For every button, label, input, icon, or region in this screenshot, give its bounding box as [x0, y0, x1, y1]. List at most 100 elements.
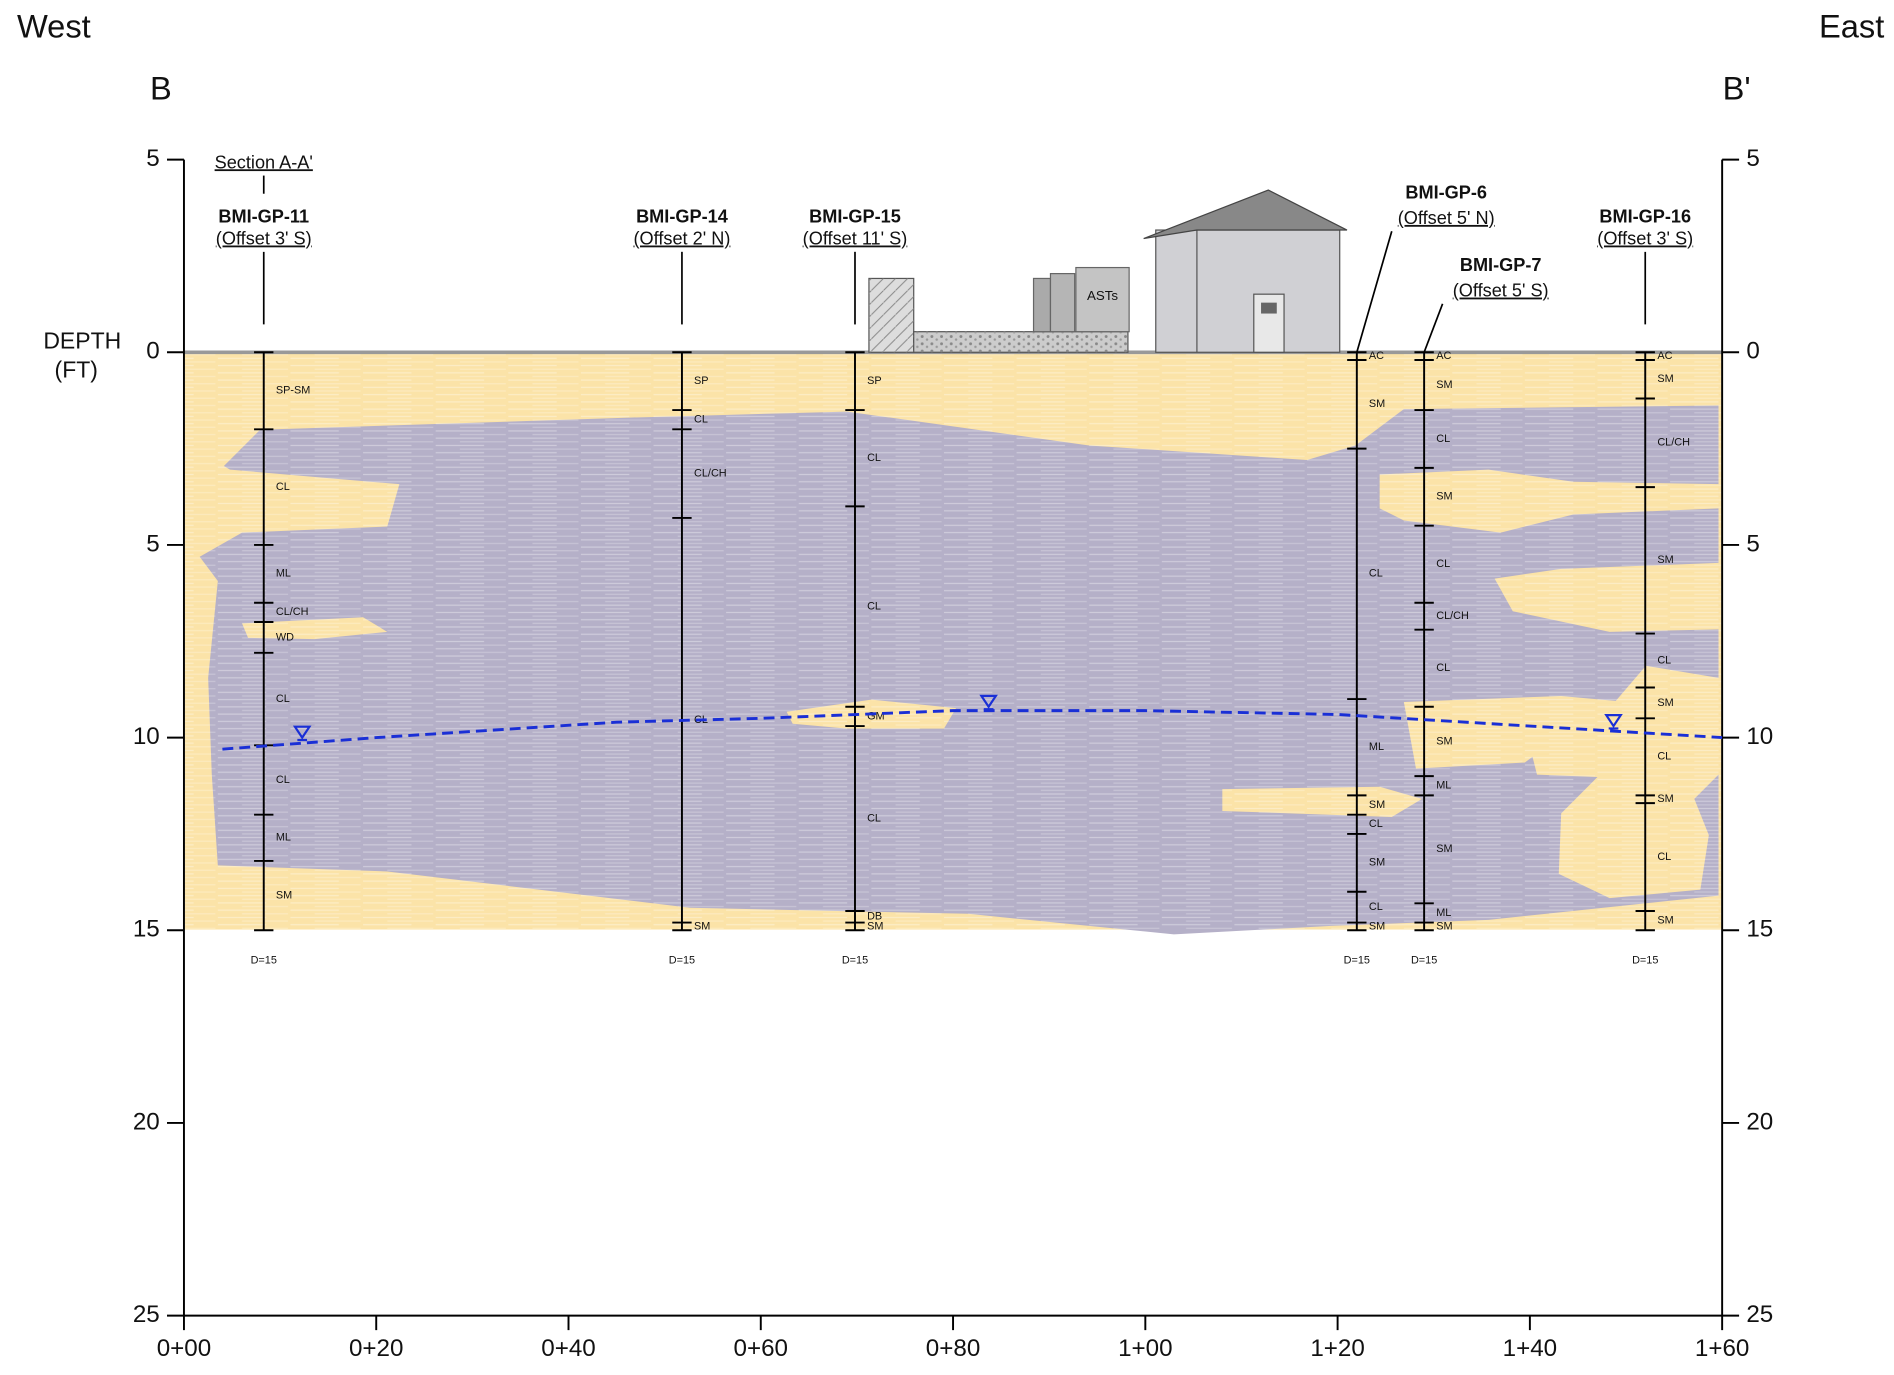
soil-label: CL [276, 774, 290, 786]
x-tick-label: 0+20 [349, 1335, 403, 1362]
section-label: B [150, 69, 172, 106]
y-tick-label: 0 [146, 338, 159, 365]
soil-label: SM [1657, 915, 1673, 927]
x-tick-label: 0+40 [541, 1335, 595, 1362]
soil-label: CL [1369, 818, 1383, 830]
y-tick-label: 0 [1746, 338, 1759, 365]
y-tick-label: 15 [1746, 916, 1773, 943]
texture [183, 352, 1723, 930]
soil-label: SM [1369, 920, 1385, 932]
soil-label: AC [1369, 350, 1384, 362]
soil-label: SM [276, 889, 292, 901]
x-tick-label: 1+20 [1310, 1335, 1364, 1362]
soil-label: DB [867, 911, 882, 923]
soil-label: CL [1369, 568, 1383, 580]
boring-offset: (Offset 3' S) [216, 229, 312, 249]
soil-label: CL [276, 481, 290, 493]
leader [1356, 231, 1393, 353]
soil-label: SM [1436, 920, 1452, 932]
boring-offset: (Offset 3' S) [1597, 229, 1693, 249]
soil-label: WD [276, 631, 294, 643]
soil-label: CL/CH [694, 468, 727, 480]
soil-label: CL [694, 414, 708, 426]
pad-texture [913, 331, 1128, 353]
boring: BMI-GP-11(Offset 3' S) Section A-A' SP-SM C… [215, 152, 313, 966]
y-tick-label: 25 [133, 1301, 160, 1328]
soil-profile [183, 350, 1723, 935]
y-tick-label: 20 [1746, 1108, 1773, 1135]
depth-label: DEPTH [43, 328, 121, 354]
soil-label: SM [1657, 373, 1673, 385]
soil-label: SM [1657, 554, 1673, 566]
x-tick-label: 1+00 [1118, 1335, 1172, 1362]
boring: BMI-GP-7 (Offset 5' S) AC SM CL SM CL CL/CH CL SM… [1411, 255, 1549, 966]
soil-label: CL [1436, 558, 1450, 570]
soil-label: SM [694, 920, 710, 932]
soil-label: SM [1369, 857, 1385, 869]
soil-label: CL/CH [1436, 610, 1469, 622]
y-tick-label: 10 [1746, 723, 1773, 750]
soil-label: CL/CH [276, 606, 309, 618]
soil-label: ML [276, 832, 291, 844]
tank [1075, 266, 1130, 333]
soil-label: ML [276, 568, 291, 580]
site-features [868, 189, 1348, 353]
y-tick-label: 5 [1746, 145, 1759, 172]
boring: BMI-GP-16(Offset 3' S) AC SM CL/CH SM CL SM CL S… [1597, 207, 1693, 967]
soil-label: CL [867, 812, 881, 824]
soil-label: SP [694, 375, 709, 387]
soil-label: SM [1657, 793, 1673, 805]
soil-label: SM [1436, 735, 1452, 747]
tank [1049, 272, 1076, 333]
y-tick-label: 25 [1746, 1301, 1773, 1328]
boring-offset: (Offset 11' S) [803, 229, 908, 249]
soil-label: CL [1436, 662, 1450, 674]
soil-label: CL [1657, 751, 1671, 763]
boring-name: BMI-GP-11 [218, 207, 309, 227]
leader [1423, 303, 1444, 353]
boring-name: BMI-GP-15 [809, 207, 901, 227]
depth-unit: (FT) [55, 357, 98, 383]
soil-label: GM [867, 710, 885, 722]
east-label: East [1819, 8, 1884, 45]
section-ref: Section A-A' [215, 152, 313, 172]
x-tick-label: 0+60 [734, 1335, 788, 1362]
total-depth: D=15 [669, 954, 695, 966]
boring-name: BMI-GP-7 [1460, 255, 1542, 275]
y-tick-label: 20 [133, 1108, 160, 1135]
y-tick-label: 5 [1746, 530, 1759, 557]
water-symbol [292, 725, 312, 742]
soil-label: SM [1369, 799, 1385, 811]
x-tick-label: 0+00 [157, 1335, 211, 1362]
soil-label: CL [1369, 901, 1383, 913]
water-table [222, 709, 1723, 751]
wall-hatch [868, 278, 914, 353]
y-tick-label: 10 [133, 723, 160, 750]
soil-label: SM [1436, 491, 1452, 503]
soil-label: SM [1369, 398, 1385, 410]
y-tick-label: 5 [146, 145, 159, 172]
soil-label: CL [1657, 654, 1671, 666]
shed [1155, 229, 1341, 353]
boring-offset: (Offset 5' N) [1398, 208, 1495, 228]
section-label: B' [1723, 69, 1751, 106]
water-symbol [979, 694, 998, 711]
x-tick-label: 1+40 [1503, 1335, 1557, 1362]
west-label: West [17, 8, 91, 45]
boring-offset: (Offset 2' N) [633, 229, 730, 249]
soil-label: SM [1436, 379, 1452, 391]
soil-label: AC [1436, 350, 1451, 362]
boring-name: BMI-GP-14 [636, 207, 728, 227]
soil-label: CL [1436, 433, 1450, 445]
soil-label: SM [1436, 843, 1452, 855]
soil-label: ML [1369, 741, 1384, 753]
total-depth: D=15 [1344, 954, 1370, 966]
soil-label: CL [867, 452, 881, 464]
soil-label: CL [867, 600, 881, 612]
total-depth: D=15 [1632, 954, 1658, 966]
x-tick-label: 0+80 [926, 1335, 980, 1362]
tank [1032, 277, 1052, 333]
